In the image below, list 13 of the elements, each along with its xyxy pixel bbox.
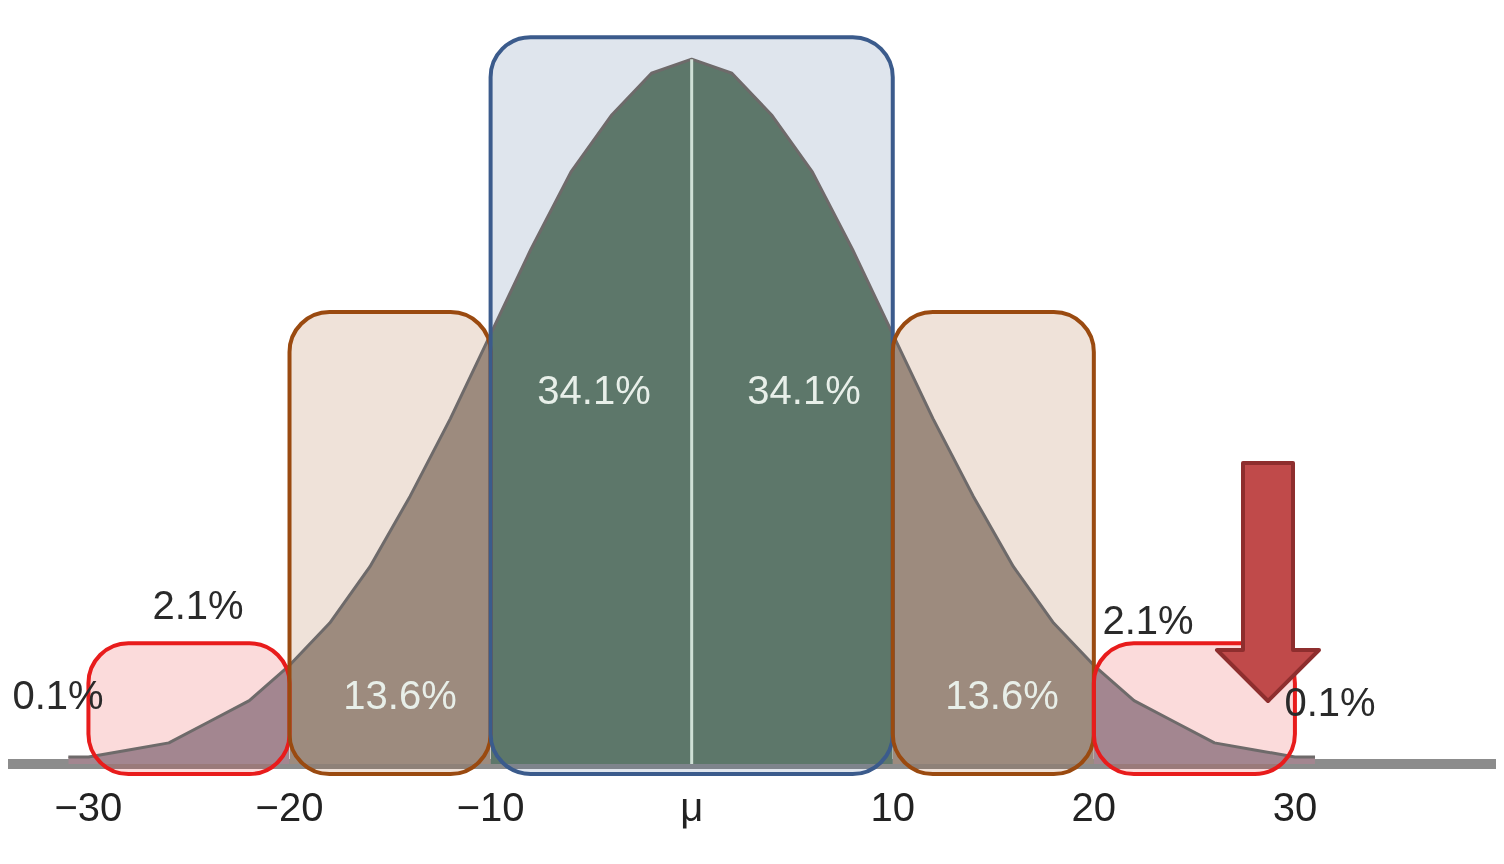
x-tick-label: −10	[456, 785, 525, 830]
x-tick-label: 20	[1071, 785, 1117, 830]
annotation: 2.1%	[152, 583, 244, 628]
annotation: 34.1%	[747, 368, 861, 413]
x-tick-label: 10	[870, 785, 916, 830]
annotation: 13.6%	[343, 673, 457, 718]
annotation: 34.1%	[537, 368, 651, 413]
x-tick-label: −20	[255, 785, 324, 830]
annotation: 13.6%	[945, 673, 1059, 718]
annotation: 2.1%	[1102, 598, 1194, 643]
x-tick-label: −30	[54, 785, 123, 830]
x-tick-label: 30	[1272, 785, 1318, 830]
x-tick-label: μ	[680, 785, 704, 830]
